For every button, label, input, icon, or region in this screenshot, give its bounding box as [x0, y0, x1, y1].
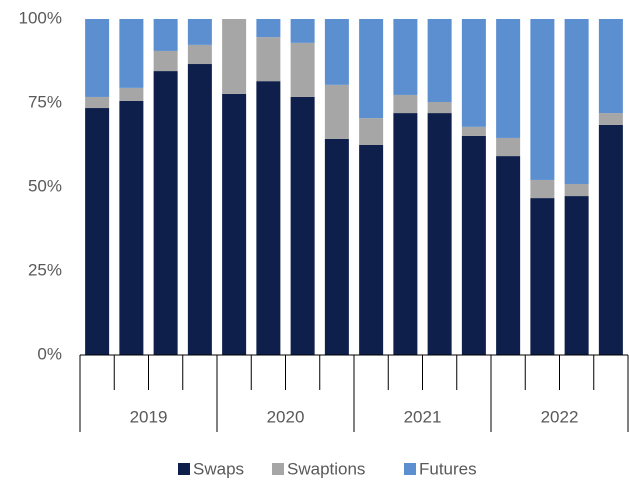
bar-segment: [153, 50, 178, 72]
bar-segment: [359, 19, 384, 119]
y-tick-label: 100%: [19, 8, 62, 27]
bar-segment: [187, 19, 212, 45]
bar-segment: [256, 19, 281, 38]
bar-segment: [530, 179, 555, 199]
legend-swatch: [272, 463, 284, 475]
bar-segment: [222, 93, 247, 355]
bar-segment: [496, 156, 521, 355]
bar-segment: [564, 183, 589, 197]
bar-segment: [427, 19, 452, 102]
bar-segment: [119, 100, 144, 355]
bar-segment: [256, 81, 281, 355]
bar-segment: [187, 64, 212, 356]
bar-segment: [324, 19, 349, 85]
bar-segment: [427, 113, 452, 355]
bar-segment: [461, 135, 486, 355]
bar-segment: [598, 124, 623, 355]
bar-segment: [598, 113, 623, 125]
bar-segment: [290, 42, 315, 97]
bar-segment: [393, 94, 418, 114]
bar-segment: [85, 108, 110, 355]
bar-segment: [153, 71, 178, 355]
legend-label: Swaps: [193, 459, 244, 478]
bar-segment: [187, 44, 212, 65]
y-tick-label: 0%: [37, 344, 62, 363]
bar-segment: [290, 19, 315, 43]
y-tick-label: 25%: [28, 260, 62, 279]
y-tick-label: 75%: [28, 92, 62, 111]
bar-segment: [496, 137, 521, 157]
x-group-label: 2019: [130, 407, 168, 426]
bar-segment: [85, 96, 110, 109]
bar-segment: [119, 19, 144, 88]
bar-segment: [461, 19, 486, 127]
x-group-label: 2021: [404, 407, 442, 426]
legend-label: Swaptions: [287, 459, 365, 478]
bar-segment: [359, 118, 384, 145]
bar-segment: [393, 113, 418, 355]
legend-swatch: [178, 463, 190, 475]
bar-segment: [496, 19, 521, 138]
bar-segment: [359, 145, 384, 355]
bar-segment: [530, 19, 555, 180]
bar-segment: [324, 138, 349, 355]
bar-segment: [256, 37, 281, 82]
bar-segment: [324, 84, 349, 139]
bar-segment: [530, 198, 555, 355]
bar-segment: [119, 87, 144, 101]
bar-segment: [85, 19, 110, 97]
bar-segment: [461, 126, 486, 136]
legend-label: Futures: [419, 459, 477, 478]
bar-segment: [598, 19, 623, 114]
legend-swatch: [404, 463, 416, 475]
bar-segment: [427, 101, 452, 114]
x-group-label: 2022: [541, 407, 579, 426]
x-group-label: 2020: [267, 407, 305, 426]
bar-segment: [564, 19, 589, 184]
bar-segment: [393, 19, 418, 95]
bar-segment: [222, 19, 247, 94]
bar-segment: [153, 19, 178, 51]
bar-segment: [290, 96, 315, 356]
bar-segment: [564, 196, 589, 355]
y-tick-label: 50%: [28, 176, 62, 195]
